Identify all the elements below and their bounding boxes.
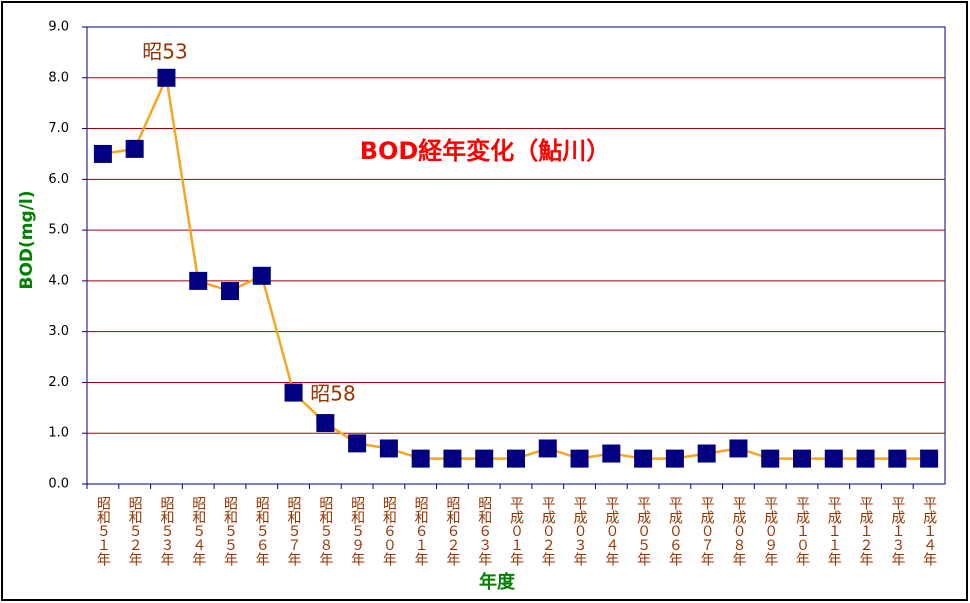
data-point: [157, 68, 176, 87]
y-tick-label: 4.0: [48, 273, 69, 288]
data-point: [538, 439, 557, 458]
x-tick-label: 平成１２年: [858, 496, 874, 566]
x-tick-label: 平成０５年: [635, 496, 651, 566]
x-tick-label: 昭和５６年: [254, 496, 270, 566]
data-point: [221, 282, 239, 301]
chart-title: BOD経年変化（鮎川）: [360, 137, 611, 165]
data-point: [379, 439, 398, 458]
y-tick-label: 6.0: [48, 172, 69, 187]
y-tick-label: 2.0: [48, 375, 69, 390]
data-point: [348, 434, 367, 453]
x-tick-label: 平成０４年: [603, 496, 619, 566]
data-point: [634, 449, 653, 468]
annotation: 昭58: [310, 382, 355, 406]
x-tick-label: 平成０１年: [508, 496, 524, 566]
data-point: [697, 444, 716, 463]
x-tick-label: 平成０２年: [540, 496, 556, 566]
x-tick-label: 昭和５４年: [190, 496, 206, 566]
data-point: [93, 144, 112, 163]
data-point: [475, 449, 494, 468]
x-tick-label: 昭和６２年: [444, 496, 460, 566]
data-point: [888, 449, 907, 468]
x-tick-label: 昭和５９年: [349, 496, 365, 566]
x-tick-label: 昭和５１年: [95, 496, 111, 566]
y-tick-label: 1.0: [48, 426, 69, 441]
x-tick-label: 昭和６１年: [413, 496, 429, 566]
data-point: [856, 449, 875, 468]
data-point: [189, 271, 208, 290]
y-axis-label: BOD(mg/l): [17, 191, 37, 290]
x-tick-label: 昭和５２年: [127, 496, 143, 566]
data-point: [602, 444, 621, 463]
data-point: [793, 449, 811, 468]
x-tick-label: 昭和５３年: [158, 496, 174, 566]
x-tick-label: 平成０３年: [572, 496, 588, 566]
data-point: [284, 383, 303, 402]
y-tick-label: 0.0: [48, 477, 69, 492]
x-tick-label: 平成０９年: [762, 496, 778, 566]
x-tick-label: 平成１３年: [889, 496, 905, 566]
x-tick-label: 昭和５５年: [222, 496, 238, 566]
x-tick-label: 平成１０年: [794, 496, 810, 566]
data-point: [761, 449, 780, 468]
y-tick-label: 8.0: [48, 70, 69, 85]
y-tick-label: 7.0: [48, 121, 69, 136]
x-tick-label: 昭和５８年: [317, 496, 333, 566]
x-tick-label: 平成０７年: [699, 496, 715, 566]
data-point: [824, 449, 843, 468]
annotation: 昭53: [142, 40, 187, 64]
data-point: [729, 439, 748, 458]
x-tick-label: 平成０８年: [730, 496, 746, 566]
y-tick-label: 9.0: [48, 20, 69, 35]
data-point: [316, 414, 335, 433]
y-tick-label: 3.0: [48, 324, 69, 339]
data-point: [443, 449, 462, 468]
y-tick-label: 5.0: [48, 223, 69, 238]
x-tick-label: 平成１４年: [921, 496, 937, 566]
data-point: [665, 449, 684, 468]
data-point: [507, 449, 525, 468]
x-tick-label: 昭和５７年: [286, 496, 302, 566]
x-tick-label: 平成１１年: [826, 496, 842, 566]
x-axis-label: 年度: [479, 571, 516, 593]
data-point: [411, 449, 430, 468]
data-point: [252, 266, 271, 285]
data-point: [920, 449, 939, 468]
data-point: [125, 139, 144, 158]
plot-area: [86, 26, 946, 485]
x-tick-label: 平成０６年: [667, 496, 683, 566]
data-point: [570, 449, 589, 468]
x-tick-label: 昭和６０年: [381, 496, 397, 566]
x-tick-label: 昭和６３年: [476, 496, 492, 566]
